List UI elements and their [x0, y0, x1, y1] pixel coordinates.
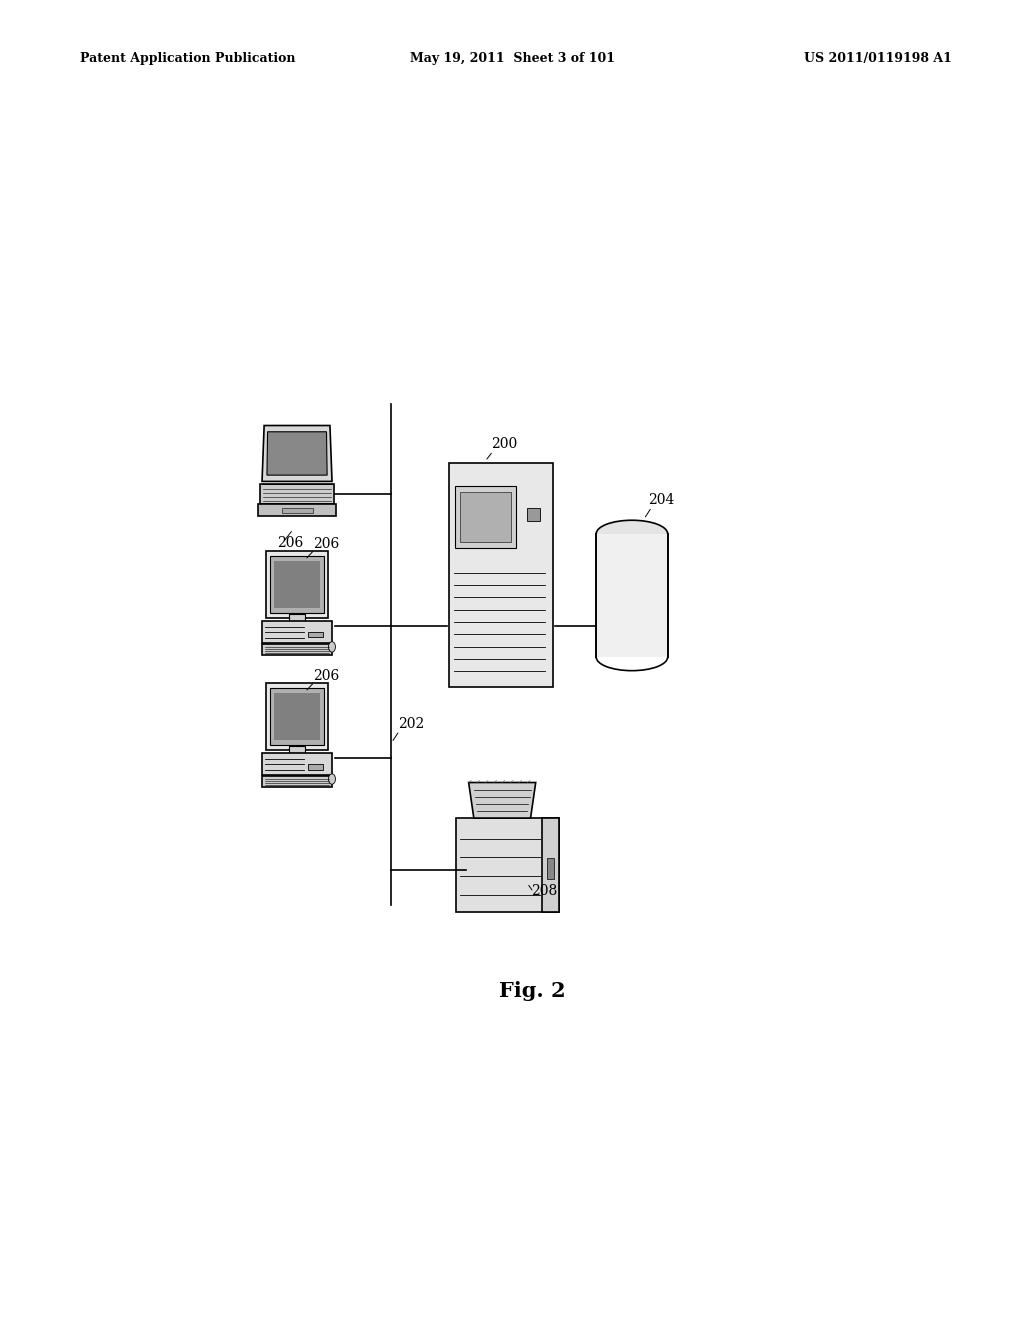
Bar	[262, 644, 332, 655]
Bar	[290, 614, 305, 620]
Polygon shape	[469, 783, 536, 818]
Bar	[262, 752, 332, 775]
Text: May 19, 2011  Sheet 3 of 101: May 19, 2011 Sheet 3 of 101	[410, 53, 614, 65]
Text: Fig. 2: Fig. 2	[500, 981, 566, 1001]
Text: 206: 206	[313, 537, 339, 550]
Bar	[460, 492, 511, 543]
Bar	[455, 486, 516, 548]
Bar	[547, 858, 554, 879]
Polygon shape	[267, 432, 327, 475]
Bar	[274, 693, 319, 741]
Bar	[527, 508, 540, 521]
Text: 202: 202	[397, 717, 424, 730]
Bar	[270, 556, 324, 612]
Text: 206: 206	[278, 536, 303, 549]
Bar	[307, 764, 323, 770]
Text: 204: 204	[648, 492, 674, 507]
Bar	[260, 483, 334, 504]
Bar	[262, 776, 332, 787]
Text: 206: 206	[313, 669, 339, 682]
Ellipse shape	[329, 642, 336, 652]
Text: Patent Application Publication: Patent Application Publication	[80, 53, 295, 65]
Polygon shape	[262, 425, 332, 482]
Bar	[262, 620, 332, 643]
Bar	[266, 682, 328, 750]
Bar	[258, 504, 336, 516]
Bar	[274, 561, 319, 609]
Bar	[270, 688, 324, 744]
Bar	[543, 818, 559, 912]
Text: 200: 200	[492, 437, 518, 451]
Bar	[266, 550, 328, 618]
Bar	[456, 818, 559, 912]
Text: 208: 208	[531, 884, 557, 899]
Ellipse shape	[596, 520, 668, 548]
Bar	[449, 463, 553, 686]
Text: US 2011/0119198 A1: US 2011/0119198 A1	[805, 53, 952, 65]
Bar	[290, 747, 305, 752]
Bar	[307, 632, 323, 638]
Ellipse shape	[329, 774, 336, 784]
Bar	[282, 508, 312, 513]
Bar	[596, 533, 668, 657]
